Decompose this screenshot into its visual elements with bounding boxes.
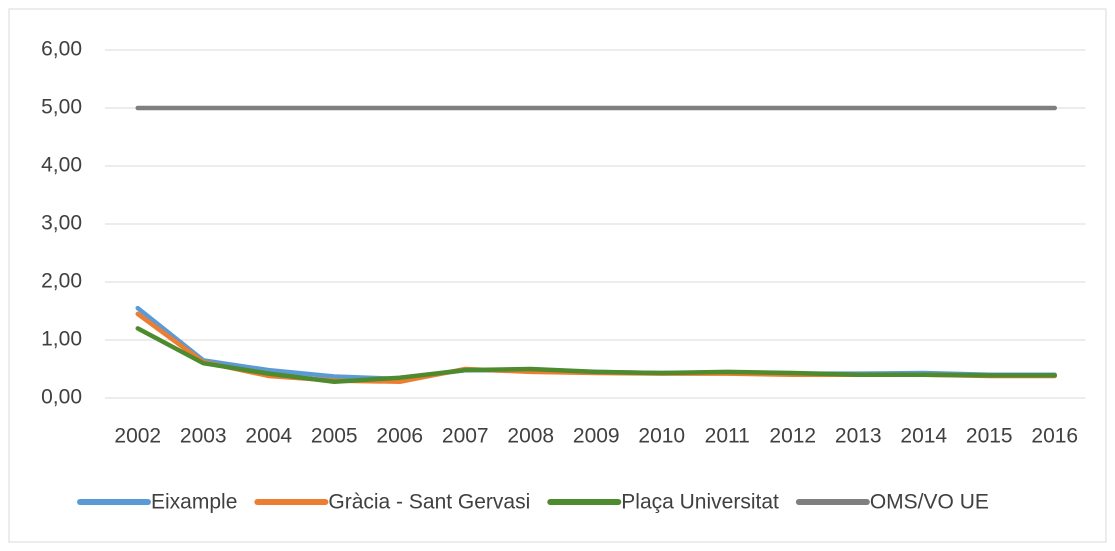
- series-line: [135, 326, 1057, 385]
- x-tick-label: 2006: [376, 425, 423, 448]
- x-tick-label: 2004: [245, 425, 292, 448]
- y-tick-label: 3,00: [41, 212, 82, 235]
- y-tick-label: 5,00: [41, 96, 82, 119]
- legend-label: Gràcia - Sant Gervasi: [328, 491, 530, 514]
- x-tick-label: 2016: [1031, 425, 1078, 448]
- x-tick-label: 2002: [114, 425, 161, 448]
- x-tick-label: 2012: [769, 425, 816, 448]
- x-tick-label: 2010: [638, 425, 685, 448]
- legend-label: Eixample: [151, 491, 237, 514]
- y-tick-label: 4,00: [41, 154, 82, 177]
- x-tick-label: 2011: [705, 425, 750, 448]
- x-tick-label: 2014: [900, 425, 947, 448]
- y-tick-label: 2,00: [41, 270, 82, 293]
- y-tick-label: 0,00: [41, 386, 82, 409]
- x-tick-label: 2007: [442, 425, 489, 448]
- x-tick-label: 2009: [573, 425, 620, 448]
- x-tick-label: 2003: [180, 425, 227, 448]
- legend-label: Plaça Universitat: [621, 491, 779, 514]
- chart-border: [8, 8, 1107, 543]
- y-tick-label: 1,00: [41, 328, 82, 351]
- x-tick-label: 2008: [507, 425, 554, 448]
- x-tick-label: 2015: [966, 425, 1013, 448]
- x-tick-label: 2005: [311, 425, 358, 448]
- x-tick-label: 2013: [835, 425, 882, 448]
- y-tick-label: 6,00: [41, 38, 82, 61]
- legend-label: OMS/VO UE: [870, 491, 989, 514]
